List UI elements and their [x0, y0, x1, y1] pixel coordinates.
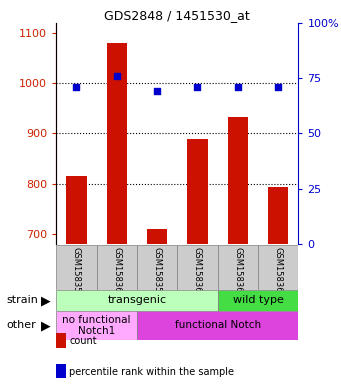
- Text: other: other: [7, 320, 36, 331]
- Text: transgenic: transgenic: [107, 295, 166, 306]
- Text: GSM158357: GSM158357: [72, 247, 81, 298]
- Text: count: count: [69, 336, 97, 346]
- Bar: [268, 187, 288, 244]
- Point: [154, 88, 160, 94]
- Bar: [137, 311, 298, 340]
- Bar: [147, 229, 167, 244]
- Bar: [177, 245, 218, 290]
- Point: [235, 84, 241, 90]
- Text: strain: strain: [7, 295, 39, 306]
- Text: GSM158359: GSM158359: [153, 247, 162, 298]
- Bar: [56, 245, 97, 290]
- Text: functional Notch: functional Notch: [175, 320, 261, 331]
- Text: GSM158360: GSM158360: [112, 247, 121, 298]
- Bar: [188, 139, 208, 244]
- Point: [276, 84, 281, 90]
- Bar: [66, 176, 87, 244]
- Bar: [107, 43, 127, 244]
- Text: ▶: ▶: [41, 294, 51, 307]
- Bar: [56, 290, 218, 311]
- Bar: [258, 245, 298, 290]
- Text: no functional
Notch1: no functional Notch1: [62, 314, 131, 336]
- Text: GSM158362: GSM158362: [233, 247, 242, 298]
- Bar: [97, 245, 137, 290]
- Text: GSM158361: GSM158361: [193, 247, 202, 298]
- Title: GDS2848 / 1451530_at: GDS2848 / 1451530_at: [104, 9, 250, 22]
- Bar: [137, 245, 177, 290]
- Point: [114, 73, 120, 79]
- Point: [195, 84, 200, 90]
- Bar: [218, 245, 258, 290]
- Bar: [56, 311, 137, 340]
- Text: GSM158363: GSM158363: [274, 247, 283, 298]
- Point: [74, 84, 79, 90]
- Text: wild type: wild type: [233, 295, 283, 306]
- Bar: [218, 290, 298, 311]
- Text: percentile rank within the sample: percentile rank within the sample: [69, 367, 234, 377]
- Text: ▶: ▶: [41, 319, 51, 332]
- Bar: [228, 118, 248, 244]
